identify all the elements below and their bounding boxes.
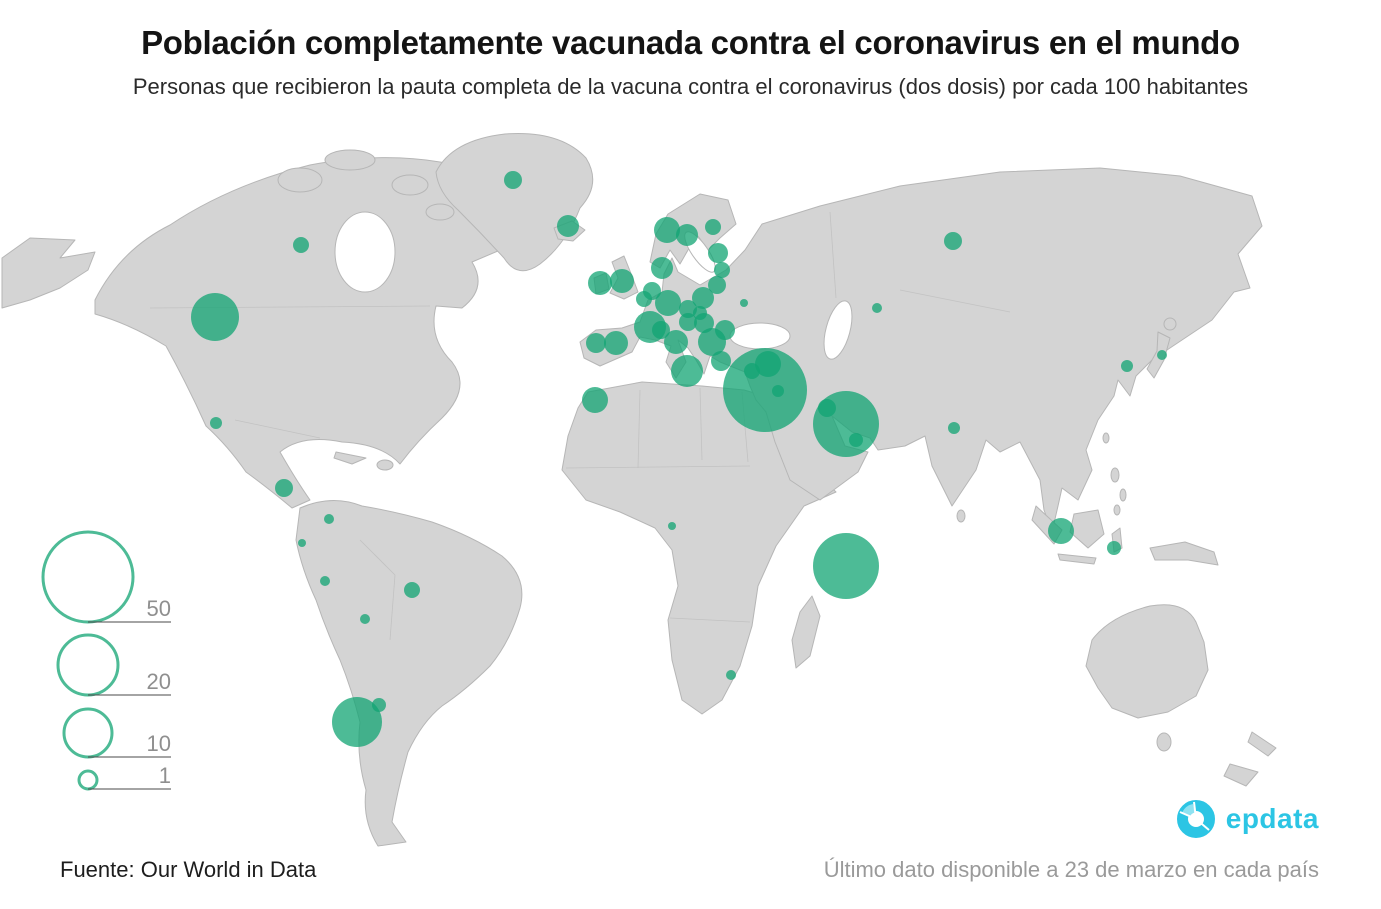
island-cuba [333,451,367,465]
bubble-singapur[interactable] [1048,518,1074,544]
bubble-suecia[interactable] [676,224,698,246]
bubble-serbia[interactable] [698,328,726,356]
arctic-island [324,149,376,171]
legend-circle-10 [62,707,114,759]
bubble-mexico[interactable] [210,417,222,429]
bubble-noruega[interactable] [654,217,680,243]
bubble-israel[interactable] [723,348,807,432]
legend-label-10: 10 [147,731,171,756]
island-borneo [1069,509,1105,549]
chart-title: Población completamente vacunada contra … [141,24,1240,61]
world-map [1,133,1277,847]
island-new-guinea [1149,541,1219,566]
bubble-irlanda[interactable] [588,271,612,295]
bubble-corea-del-sur[interactable] [1121,360,1133,372]
legend-label-50: 50 [147,596,171,621]
legend-circle-1 [77,769,99,791]
epdata-logo[interactable]: epdata [1176,799,1319,839]
legend-label-20: 20 [147,669,171,694]
island-tasmania [1156,732,1172,752]
bubble-italia[interactable] [664,330,688,354]
bubble-hungria[interactable] [694,313,714,333]
bubble-jordania[interactable] [772,385,784,397]
bubble-letonia[interactable] [714,262,730,278]
bubble-belgica[interactable] [636,291,652,307]
island-new-zealand [1247,731,1277,757]
bubble-portugal[interactable] [586,333,606,353]
bubble-ecuador[interactable] [298,539,306,547]
chart-header: Población completamente vacunada contra … [0,22,1381,102]
bubble-costa-rica[interactable] [275,479,293,497]
bubble-groenlandia[interactable] [504,171,522,189]
island-madagascar [791,595,821,669]
bubble-guinea-ecuatorial[interactable] [668,522,676,530]
bubble-suiza[interactable] [652,321,670,339]
landmass-alaska [1,237,96,309]
island-hokkaido [1163,317,1177,331]
island-java [1057,553,1097,565]
legend-label-1: 1 [159,763,171,788]
landmass-australia [1085,604,1209,719]
bubble-emiratos-arabes-unidos[interactable] [813,391,879,457]
bubble-dinamarca[interactable] [651,257,673,279]
note-label: Último dato disponible a 23 de marzo en … [823,857,1319,882]
bubble-chequia[interactable] [679,300,697,318]
bubble-malta[interactable] [671,355,703,387]
bubble-finlandia[interactable] [705,219,721,235]
bubble-rusia[interactable] [944,232,962,250]
chart-subtitle: Personas que recibieron la pauta complet… [132,74,1249,100]
island-taiwan [1102,432,1110,444]
bubble-marruecos[interactable] [582,387,608,413]
source-label: Fuente: Our World in Data [60,857,317,882]
legend-circle-20 [56,633,120,697]
island-philippines [1113,504,1121,516]
bubble-austria[interactable] [679,313,697,331]
bubble-canada[interactable] [293,237,309,253]
black-sea [729,322,791,350]
island-hispaniola [376,459,394,471]
bubble-estonia[interactable] [708,243,728,263]
bubble-alemania[interactable] [655,290,681,316]
bubble-ucrania[interactable] [740,299,748,307]
bubble-grecia[interactable] [711,351,731,371]
bubble-islandia[interactable] [557,215,579,237]
bubble-kazajistan[interactable] [872,303,882,313]
hudson-bay [334,211,396,293]
bubble-seychelles[interactable] [813,533,879,599]
epdata-wordmark: epdata [1225,803,1319,834]
island-sri-lanka [956,509,966,523]
bubble-polonia[interactable] [692,287,714,309]
arctic-island [391,174,429,196]
bubble-estados-unidos[interactable] [191,293,239,341]
epdata-donut-icon [1176,800,1215,838]
bubbles-layer [191,171,1167,747]
bubble-colombia[interactable] [324,514,334,524]
bubble-india[interactable] [948,422,960,434]
bubble-lituania[interactable] [708,276,726,294]
bubble-sudafrica[interactable] [726,670,736,680]
arctic-island [277,167,323,193]
island-philippines [1119,488,1127,502]
bubble-reino-unido[interactable] [610,269,634,293]
island-philippines [1110,467,1120,483]
bubble-peru[interactable] [320,576,330,586]
legend-circle-50 [41,530,135,624]
landmass-south-america [295,499,523,847]
bubble-chile[interactable] [332,697,382,747]
size-legend: 50 20 10 1 [41,530,171,791]
bubble-argentina[interactable] [372,698,386,712]
bubble-indonesia[interactable] [1107,541,1121,555]
bubble-catar[interactable] [849,433,863,447]
bubble-espana[interactable] [604,331,628,355]
island-new-zealand [1223,763,1259,787]
bubble-bolivia[interactable] [360,614,370,624]
bubble-brasil[interactable] [404,582,420,598]
arctic-island [425,203,455,221]
bubble-japon[interactable] [1157,350,1167,360]
caspian-sea [823,300,853,360]
